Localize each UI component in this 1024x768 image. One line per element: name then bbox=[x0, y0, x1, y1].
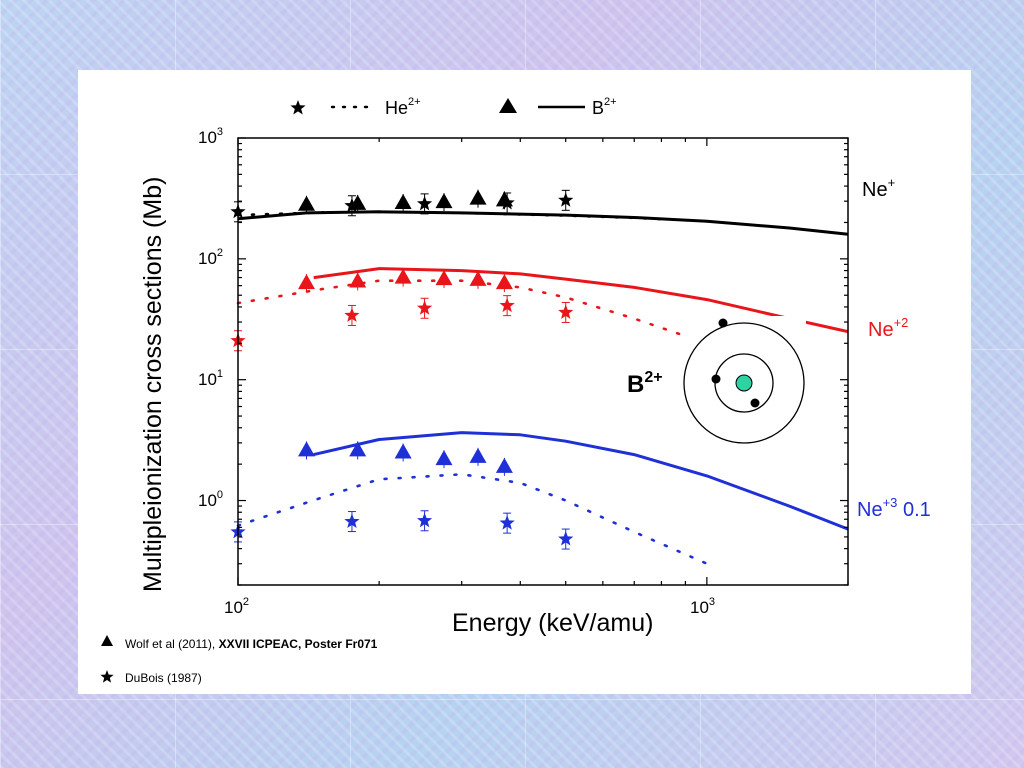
b-point-ne2 bbox=[469, 270, 487, 286]
b-point-ne3 bbox=[349, 441, 367, 457]
footnote-wolf: Wolf et al (2011), XXVII ICPEAC, Poster … bbox=[125, 637, 378, 651]
series-label-ne3: Ne+3 0.1 bbox=[857, 495, 931, 521]
he-curve-ne1 bbox=[236, 210, 709, 223]
legend-b-label: B2+ bbox=[592, 96, 617, 118]
he-point-ne3 bbox=[416, 512, 433, 528]
series-label-ne2: Ne+2 bbox=[868, 315, 908, 341]
legend-he-label: He2+ bbox=[385, 96, 421, 118]
legend: He2+ B2+ bbox=[290, 96, 617, 118]
chart-points bbox=[230, 189, 574, 550]
b-point-ne2 bbox=[298, 274, 316, 290]
series-label-ne1: Ne+ bbox=[862, 175, 895, 201]
he-point-ne2 bbox=[558, 304, 574, 319]
he-point-ne2 bbox=[416, 300, 433, 315]
electron-icon bbox=[711, 374, 721, 384]
axis-ticks bbox=[237, 137, 849, 586]
y-tick-label-0: 100 bbox=[198, 489, 223, 510]
b-curve-ne3 bbox=[313, 431, 849, 531]
legend-he-star-icon bbox=[290, 100, 306, 115]
ion-label: B2+ bbox=[627, 369, 663, 398]
b-point-ne3 bbox=[495, 457, 513, 473]
chart-svg: 100 101 102 103 102 103 Energy (keV/amu)… bbox=[100, 96, 931, 685]
b-point-ne1 bbox=[469, 189, 487, 205]
b-point-ne3 bbox=[298, 441, 316, 457]
he-point-ne1 bbox=[499, 194, 515, 210]
plot-frame bbox=[237, 137, 849, 586]
he-curve-ne2 bbox=[236, 279, 709, 345]
he-point-ne1 bbox=[344, 197, 360, 213]
x-axis-title: Energy (keV/amu) bbox=[452, 609, 653, 637]
footnote-star-icon bbox=[100, 670, 114, 683]
b-point-ne1 bbox=[298, 195, 316, 211]
footnote-dubois: DuBois (1987) bbox=[125, 671, 202, 685]
electron-icon bbox=[750, 398, 760, 408]
b-point-ne1 bbox=[394, 193, 412, 209]
x-tick-label-1: 103 bbox=[690, 596, 715, 617]
he-point-ne1 bbox=[558, 192, 574, 207]
y-tick-label-3: 103 bbox=[198, 126, 223, 147]
b-point-ne2 bbox=[349, 272, 367, 288]
nucleus-icon bbox=[735, 374, 753, 392]
footnote-triangle-icon bbox=[101, 635, 113, 646]
he-curve-ne3 bbox=[236, 472, 709, 566]
b-point-ne3 bbox=[469, 447, 487, 463]
y-tick-label-1: 101 bbox=[198, 368, 223, 389]
b-point-ne2 bbox=[435, 270, 453, 286]
he-point-ne2 bbox=[499, 297, 515, 313]
chart-lines bbox=[236, 210, 849, 566]
y-tick-label-2: 102 bbox=[198, 247, 223, 268]
b-curve-ne2 bbox=[313, 267, 849, 334]
legend-b-triangle-icon bbox=[499, 98, 517, 113]
b-point-ne3 bbox=[435, 450, 453, 466]
he-point-ne1 bbox=[416, 195, 433, 211]
outer-orbit bbox=[683, 322, 805, 444]
b-point-ne1 bbox=[435, 193, 453, 209]
x-tick-label-0: 102 bbox=[224, 596, 249, 617]
chart-panel: 100 101 102 103 102 103 Energy (keV/amu)… bbox=[78, 70, 971, 694]
electron-icon bbox=[718, 318, 728, 328]
y-axis-title: Multipleionization cross sections (Mb) bbox=[139, 177, 167, 592]
he-point-ne3 bbox=[344, 513, 360, 529]
b-point-ne3 bbox=[394, 443, 412, 459]
b-curve-ne1 bbox=[237, 210, 849, 236]
he-point-ne2 bbox=[344, 307, 360, 322]
ion-diagram: B2+ bbox=[627, 316, 806, 446]
b-point-ne2 bbox=[394, 268, 412, 284]
he-point-ne3 bbox=[499, 515, 515, 530]
footnotes: Wolf et al (2011), XXVII ICPEAC, Poster … bbox=[100, 635, 378, 685]
he-point-ne3 bbox=[558, 531, 574, 546]
b-point-ne2 bbox=[495, 274, 513, 290]
